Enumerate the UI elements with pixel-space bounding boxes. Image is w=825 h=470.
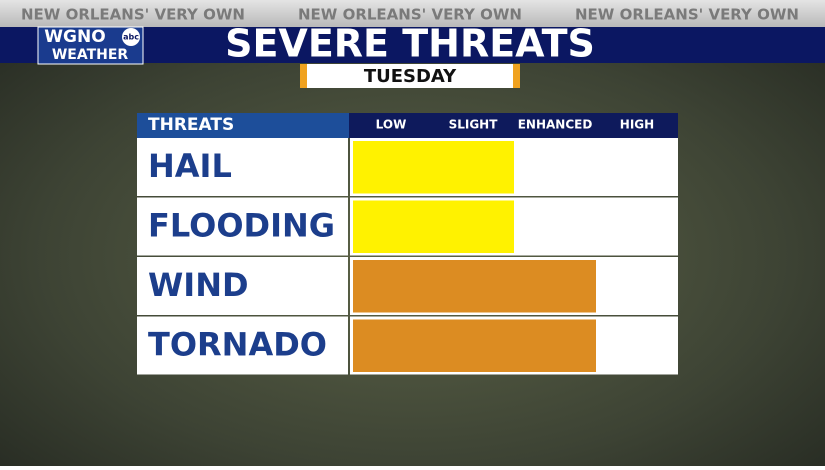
logo-badge-bg — [122, 28, 140, 46]
bar — [353, 319, 596, 372]
row-label: FLOODING — [148, 206, 335, 244]
logo: WGNO — [44, 27, 105, 47]
axis-label: THREATS — [148, 115, 234, 135]
row-label-cell — [137, 316, 348, 375]
logo-sub: WEATHER — [52, 47, 129, 63]
scale-header — [349, 113, 678, 138]
banner-text: NEW ORLEANS' VERY OWN — [298, 6, 522, 24]
subtitle-box — [307, 64, 513, 88]
row-label-cell — [137, 138, 348, 196]
banner — [0, 0, 825, 27]
x-tick-label: ENHANCED — [518, 118, 593, 132]
bar — [353, 260, 596, 313]
bar — [353, 141, 514, 194]
chart-subtitle: TUESDAY — [364, 66, 457, 87]
row-label: TORNADO — [148, 325, 327, 363]
row-label: HAIL — [148, 147, 232, 185]
banner-text: NEW ORLEANS' VERY OWN — [575, 6, 799, 24]
x-tick-label: LOW — [376, 118, 407, 132]
chart-title: SEVERE THREATS — [225, 22, 595, 66]
banner-text: NEW ORLEANS' VERY OWN — [21, 6, 245, 24]
x-tick-label: SLIGHT — [449, 118, 499, 132]
x-tick-label: HIGH — [620, 118, 654, 132]
row-label-cell — [137, 257, 348, 315]
row-label: WIND — [148, 266, 249, 304]
logo-badge: abc — [123, 33, 139, 42]
row-label-cell — [137, 197, 348, 256]
bar — [353, 200, 514, 253]
header-cell — [137, 113, 349, 138]
